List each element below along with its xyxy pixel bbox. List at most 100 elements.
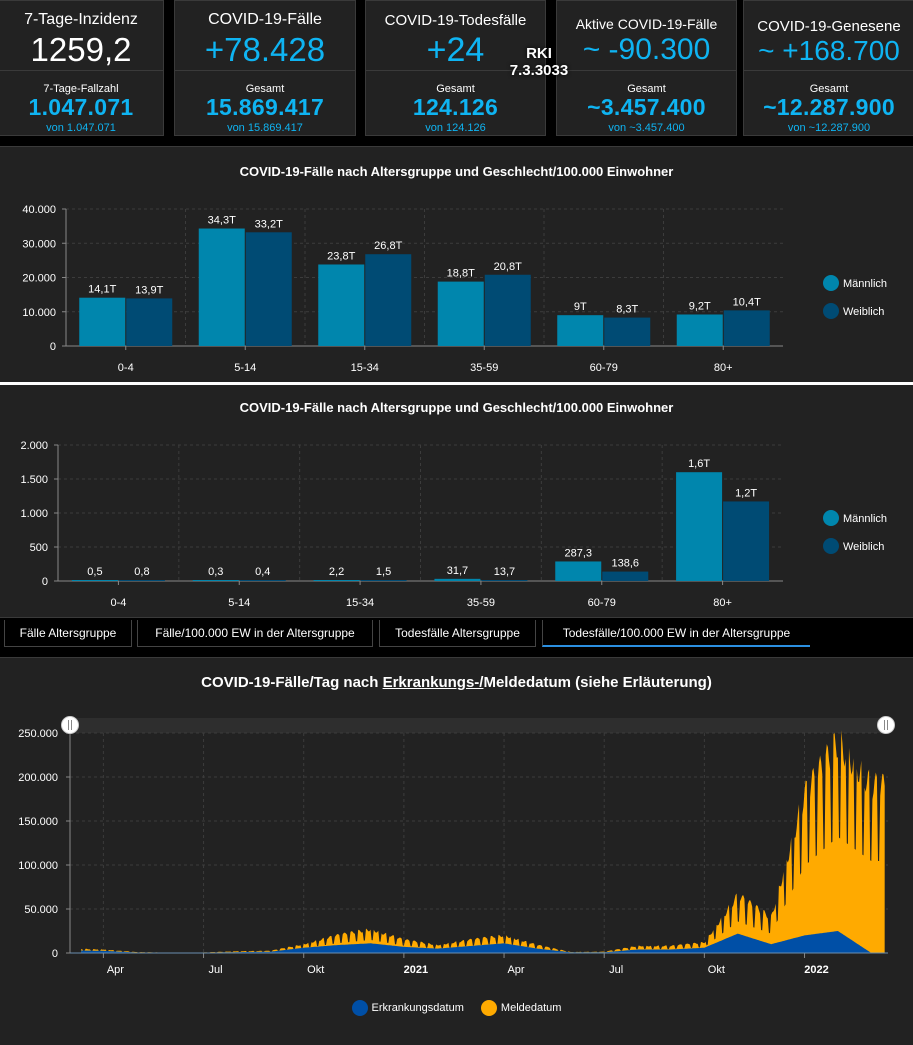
x-tick-label: 2021 xyxy=(404,964,428,976)
x-tick-label: 35-59 xyxy=(470,362,498,374)
bar-male xyxy=(313,580,360,581)
kpi-von: von 124.126 xyxy=(425,122,486,134)
chart-title: COVID-19-Fälle nach Altersgruppe und Ges… xyxy=(239,400,674,415)
kpi-title: COVID-19-Genesene xyxy=(757,18,901,35)
y-tick-label: 0 xyxy=(50,341,56,353)
bar-male xyxy=(434,578,481,581)
x-tick-label: Apr xyxy=(507,964,524,976)
tab-deaths-age-group[interactable]: Todesfälle Altersgruppe xyxy=(379,620,536,647)
data-label: 33,2T xyxy=(255,218,283,230)
bar-female xyxy=(481,580,528,581)
data-label: 9T xyxy=(574,301,587,313)
x-tick-label: 60-79 xyxy=(590,362,618,374)
data-label: 13,9T xyxy=(135,284,163,296)
area-chart-daily: 0 50.000 100.000 150.000 200.000 250.000 Apr Ju… xyxy=(18,716,895,976)
kpi-sub-label: Gesamt xyxy=(627,83,666,95)
y-tick-label: 250.000 xyxy=(18,728,58,740)
series-area-meldedatum xyxy=(81,730,885,953)
x-tick-label: 80+ xyxy=(713,597,732,609)
kpi-value: ~ -90.300 xyxy=(582,33,711,66)
bar-female xyxy=(245,232,292,346)
kpi-sub-label: Gesamt xyxy=(245,83,285,95)
kpi-title: COVID-19-Todesfälle xyxy=(384,12,527,29)
legend-item-erkrankung[interactable]: Erkrankungsdatum xyxy=(351,1000,464,1016)
x-tick-label: 2022 xyxy=(804,964,828,976)
erkrankung-link[interactable]: Erkrankungs-/ xyxy=(382,674,484,691)
kpi-von: von ~12.287.900 xyxy=(787,122,871,134)
x-tick-label: Jul xyxy=(609,964,623,976)
y-tick-label: 10.000 xyxy=(22,307,56,319)
data-label: 18,8T xyxy=(447,268,475,280)
chart-panel-daily-cases: COVID-19-Fälle/Tag nach Erkrankungs-/Mel… xyxy=(0,657,913,1045)
legend-dot-icon xyxy=(480,1000,497,1016)
panel-divider xyxy=(0,382,913,385)
legend-label: Meldedatum xyxy=(500,1002,562,1014)
chart-title: COVID-19-Fälle nach Altersgruppe und Ges… xyxy=(239,164,674,179)
range-handle-start[interactable] xyxy=(61,716,79,734)
legend-item-melde[interactable]: Meldedatum xyxy=(480,1000,562,1016)
kpi-value: 1259,2 xyxy=(30,31,132,68)
data-label: 8,3T xyxy=(616,304,638,316)
chart-panel-cases-per-100k: COVID-19-Fälle nach Altersgruppe und Ges… xyxy=(0,146,913,382)
kpi-sub-value: 124.126 xyxy=(412,94,499,120)
chart-title: COVID-19-Fälle/Tag nach Erkrankungs-/Mel… xyxy=(0,674,913,691)
x-tick-label: Okt xyxy=(708,964,725,976)
data-label: 10,4T xyxy=(733,296,761,308)
kpi-value: +78.428 xyxy=(204,31,326,68)
data-label: 14,1T xyxy=(88,284,116,296)
bar-male xyxy=(71,580,118,581)
kpi-card-recovered: COVID-19-Genesene ~ +168.700 Gesamt ~12.… xyxy=(743,0,913,136)
legend-dot-icon xyxy=(351,1000,368,1016)
data-label: 138,6 xyxy=(611,558,639,570)
data-label: 31,7 xyxy=(447,565,468,577)
bar-male xyxy=(676,314,723,346)
bar-female xyxy=(484,274,531,346)
data-label: 26,8T xyxy=(374,240,402,252)
range-handle-end[interactable] xyxy=(877,716,895,734)
bar-female xyxy=(365,254,412,346)
kpi-card-active: Aktive COVID-19-Fälle ~ -90.300 Gesamt ~… xyxy=(556,0,737,136)
data-label: 9,2T xyxy=(689,300,711,312)
kpi-sub-value: ~12.287.900 xyxy=(763,94,895,120)
kpi-card-incidence: 7-Tage-Inzidenz 1259,2 7-Tage-Fallzahl 1… xyxy=(0,0,164,136)
bar-male xyxy=(79,297,126,346)
y-tick-label: 0 xyxy=(52,948,58,960)
chart-title-post: Meldedatum (siehe Erläuterung) xyxy=(483,674,712,691)
data-label: 287,3 xyxy=(564,547,592,559)
data-label: 1,6T xyxy=(688,458,710,470)
kpi-title: COVID-19-Fälle xyxy=(208,11,322,28)
kpi-card-deaths: COVID-19-Todesfälle +24 Gesamt 124.126 v… xyxy=(365,0,546,136)
legend-dot-icon xyxy=(823,538,839,554)
y-tick-label: 500 xyxy=(30,542,48,554)
y-tick-label: 1.000 xyxy=(20,508,48,520)
data-label: 1,2T xyxy=(735,487,757,499)
bar-chart-deaths: 0 500 1.000 1.500 2.000 0-4 0,5 0,8 5-14 0,3 0,4 15… xyxy=(20,440,887,609)
legend-label: Erkrankungsdatum xyxy=(371,1002,464,1014)
x-tick-label: 0-4 xyxy=(110,597,126,609)
legend-label: Weiblich xyxy=(843,306,884,318)
bar-female xyxy=(239,580,286,581)
x-tick-label: 5-14 xyxy=(234,362,256,374)
kpi-sub-label: Gesamt xyxy=(436,83,475,95)
x-tick-label: Okt xyxy=(307,964,324,976)
y-tick-label: 30.000 xyxy=(22,238,56,250)
kpi-title: 7-Tage-Inzidenz xyxy=(24,11,138,28)
y-tick-label: 2.000 xyxy=(20,440,48,452)
chart-title-pre: COVID-19-Fälle/Tag nach xyxy=(201,674,383,691)
y-tick-label: 50.000 xyxy=(24,904,58,916)
tab-cases-age-group[interactable]: Fälle Altersgruppe xyxy=(4,620,132,647)
kpi-card-cases: COVID-19-Fälle +78.428 Gesamt 15.869.417… xyxy=(174,0,356,136)
kpi-sub-value: ~3.457.400 xyxy=(587,94,706,120)
tab-deaths-per-100k[interactable]: Todesfälle/100.000 EW in der Altersgrupp… xyxy=(542,620,810,647)
x-tick-label: 35-59 xyxy=(467,597,495,609)
y-tick-label: 200.000 xyxy=(18,772,58,784)
bar-female xyxy=(602,571,649,581)
x-tick-label: 15-34 xyxy=(346,597,374,609)
data-label: 2,2 xyxy=(329,566,344,578)
y-tick-label: 1.500 xyxy=(20,474,48,486)
rki-source: RKI xyxy=(526,45,552,62)
legend-dot-icon xyxy=(823,303,839,319)
legend-label: Weiblich xyxy=(843,541,884,553)
tab-cases-per-100k[interactable]: Fälle/100.000 EW in der Altersgruppe xyxy=(137,620,373,647)
bar-male xyxy=(192,580,239,581)
